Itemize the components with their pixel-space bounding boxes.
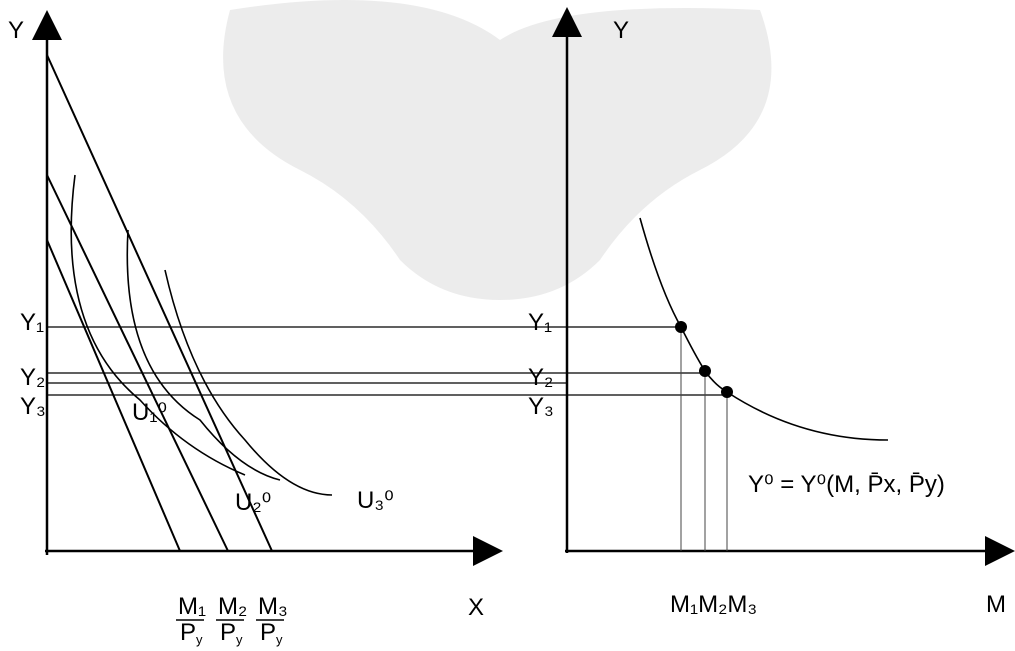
denominator-base: P (260, 619, 276, 646)
numerator: M₂ (218, 593, 247, 620)
point (721, 386, 733, 398)
y-level: Y₂ (20, 364, 45, 391)
numerator: M₁ (178, 593, 206, 620)
fractions: M₁ M₂ M₃ Py Py Py (176, 593, 288, 647)
y-level: Y₃ (528, 393, 554, 420)
y-level: Y₁ (20, 309, 44, 336)
denominator-base: P (220, 619, 236, 646)
point (699, 365, 711, 377)
denominator-sub: y (236, 632, 243, 647)
denominator-sub: y (196, 632, 203, 647)
y-level: Y₂ (528, 364, 553, 391)
curve-label: U₁⁰ (132, 399, 167, 426)
denominator-sub: y (276, 632, 283, 647)
budget-line (47, 55, 272, 551)
axis-label: M (986, 591, 1006, 618)
axis-label: Y (613, 17, 629, 44)
y-level: Y₃ (20, 393, 46, 420)
m-levels: M₁M₂M₃ (670, 591, 757, 618)
curve-label: U₂⁰ (235, 489, 271, 516)
curve-label: U₃⁰ (357, 487, 394, 514)
equation: Y⁰ = Y⁰(M, P̄x, P̄y) (748, 471, 945, 498)
denominator: Py (180, 619, 203, 647)
denominator-base: P (180, 619, 196, 646)
axis-label: Y (8, 17, 24, 44)
numerator: M₃ (258, 593, 288, 620)
indifference-curve (71, 175, 245, 475)
indifference-curve (127, 230, 280, 480)
denominator: Py (220, 619, 243, 647)
point (675, 321, 687, 333)
denominator: Py (260, 619, 283, 647)
axis-label: X (468, 594, 484, 621)
y-level: Y₁ (528, 309, 552, 336)
budget-line (47, 175, 228, 551)
watermark (223, 0, 771, 300)
diagram: Y X Y₁ Y₂ Y₃ U₁⁰ U₂⁰ U₃⁰ M₁ M₂ M₃ Py Py … (0, 0, 1015, 651)
